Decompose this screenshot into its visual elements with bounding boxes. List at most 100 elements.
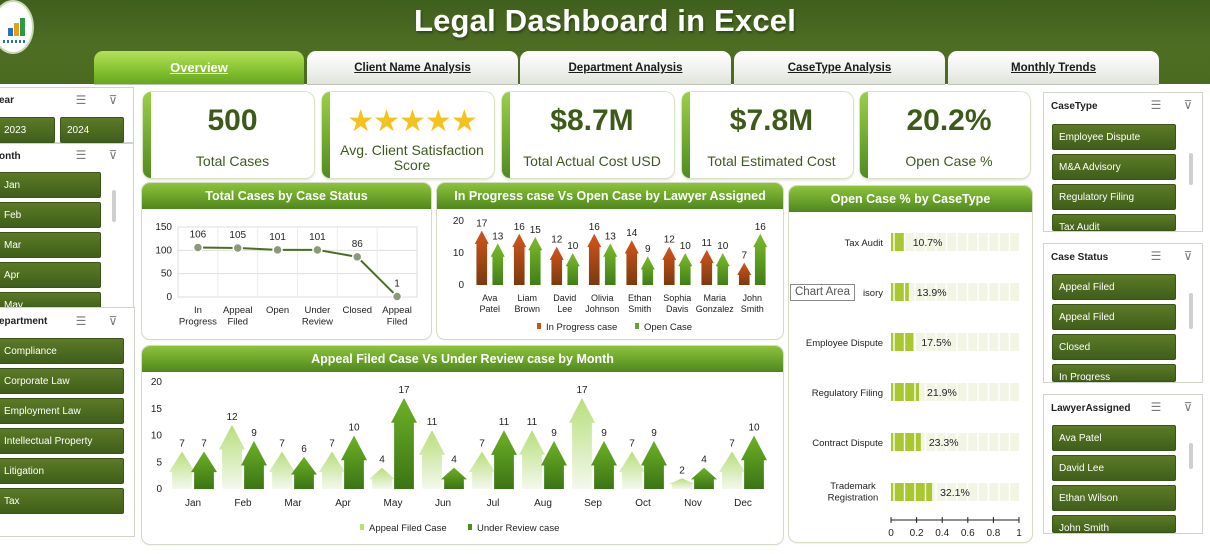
slicer-item-mar[interactable]: Mar xyxy=(0,232,101,258)
chart-inprogress-vs-open-by-lawyer[interactable]: In Progress case Vs Open Case by Lawyer … xyxy=(437,183,783,339)
y-tick-label: 20 xyxy=(453,216,465,227)
bar-in-progress xyxy=(549,246,564,285)
slicer-item-ma-advisory[interactable]: M&A Advisory xyxy=(1052,154,1176,180)
slicer-item-apr[interactable]: Apr xyxy=(0,262,101,288)
slicer-item-ava-patel[interactable]: Ava Patel xyxy=(1052,425,1176,451)
data-label: 6 xyxy=(301,444,307,455)
slicer-item-appeal-filed-2[interactable]: Appeal Filed xyxy=(1052,304,1176,330)
kpi-open-case-percent: 20.2% Open Case % xyxy=(860,92,1030,178)
data-label: 9 xyxy=(551,428,557,439)
tab-casetype-analysis[interactable]: CaseType Analysis xyxy=(734,51,945,85)
bar-under-review xyxy=(591,440,617,489)
multi-select-icon[interactable]: ☰ xyxy=(75,93,87,107)
clear-filter-icon[interactable]: ⊽ xyxy=(108,148,118,162)
bar-track xyxy=(891,433,1019,451)
slicer-item-litigation[interactable]: Litigation xyxy=(0,458,124,484)
chart-open-case-by-casetype[interactable]: Open Case % by CaseType 10.7% Tax Audit 13… xyxy=(789,186,1032,542)
slicer-item-employment-law[interactable]: Employment Law xyxy=(0,398,124,424)
data-label: 4 xyxy=(701,455,707,466)
series-line xyxy=(197,246,398,298)
slicer-item-ethan-wilson[interactable]: Ethan Wilson xyxy=(1052,485,1176,511)
casetype-scrollbar[interactable] xyxy=(1189,153,1193,185)
slicer-item-john-smith[interactable]: John Smith xyxy=(1052,515,1176,533)
slicer-item-intellectual-property[interactable]: Intellectual Property xyxy=(0,428,124,454)
slicer-item-corporate-law[interactable]: Corporate Law xyxy=(0,368,124,394)
bar-under-review xyxy=(241,440,267,489)
slicer-item-compliance[interactable]: Compliance xyxy=(0,338,124,364)
multi-select-icon[interactable]: ☰ xyxy=(75,148,87,162)
data-point xyxy=(312,244,323,256)
bar-under-review xyxy=(541,440,567,489)
bar-open-case xyxy=(490,243,505,285)
data-label: 16 xyxy=(589,222,601,233)
y-tick-label: 50 xyxy=(161,269,173,280)
lawyer-slicer: LawyerAssigned ☰ ⊽ Ava Patel David Lee E… xyxy=(1043,394,1203,534)
x-tick-label: Feb xyxy=(234,498,252,509)
slicer-item-feb[interactable]: Feb xyxy=(0,202,101,228)
tab-overview[interactable]: Overview xyxy=(94,51,304,85)
bar-open-case xyxy=(640,256,655,285)
bar-appeal-filed xyxy=(169,451,195,489)
slicer-item-tax-audit[interactable]: Tax Audit xyxy=(1052,214,1176,231)
chart-total-cases-by-status[interactable]: Total Cases by Case Status 0 50 100 150 106 I… xyxy=(142,183,431,339)
slicer-item-regulatory-filing[interactable]: Regulatory Filing xyxy=(1052,184,1176,210)
casetype-slicer: CaseType ☰ ⊽ Employee Dispute M&A Adviso… xyxy=(1043,92,1203,232)
multi-select-icon[interactable]: ☰ xyxy=(1150,249,1162,263)
casetype-chart-canvas: 10.7% Tax Audit 13.9% isory 17.5% Employee Di… xyxy=(806,233,1022,539)
bar-open-case-pct xyxy=(891,433,921,451)
bar-open-case xyxy=(565,253,580,285)
chart-title: Total Cases by Case Status xyxy=(142,183,431,209)
data-label: 11 xyxy=(702,238,713,249)
clear-filter-icon[interactable]: ⊽ xyxy=(108,314,118,328)
y-tick-label: Trademark Registration xyxy=(828,481,879,504)
legend-swatch-open-case xyxy=(635,323,639,329)
kpi-client-satisfaction: ★★★★★ Avg. Client Satisfaction Score xyxy=(322,92,494,178)
slicer-item-david-lee[interactable]: David Lee xyxy=(1052,455,1176,481)
slicer-item-tax[interactable]: Tax xyxy=(0,488,124,514)
clear-filter-icon[interactable]: ⊽ xyxy=(1183,249,1193,263)
slicer-item-2023[interactable]: 2023 xyxy=(0,117,55,143)
slicer-item-jan[interactable]: Jan xyxy=(0,172,101,198)
case-status-scrollbar[interactable] xyxy=(1189,293,1193,329)
slicer-item-in-progress[interactable]: In Progress xyxy=(1052,364,1176,382)
multi-select-icon[interactable]: ☰ xyxy=(1150,400,1162,414)
slicer-item-2024[interactable]: 2024 xyxy=(60,117,124,143)
data-point xyxy=(232,242,243,254)
month-scrollbar[interactable] xyxy=(112,190,116,222)
bar-under-review xyxy=(291,456,317,489)
x-tick-label: Aug xyxy=(534,498,552,509)
data-label: 101 xyxy=(269,232,286,243)
bar-appeal-filed xyxy=(419,430,445,489)
clear-filter-icon[interactable]: ⊽ xyxy=(108,93,118,107)
lawyer-scrollbar[interactable] xyxy=(1189,443,1193,469)
x-tick-label: Under Review xyxy=(302,305,333,328)
tab-department-analysis[interactable]: Department Analysis xyxy=(520,51,731,85)
chart-appeal-vs-review-by-month[interactable]: Appeal Filed Case Vs Under Review case b… xyxy=(142,346,783,544)
data-label: 11 xyxy=(499,417,510,428)
bar-under-review xyxy=(641,440,667,489)
bar-track xyxy=(891,383,1019,401)
tab-monthly-trends[interactable]: Monthly Trends xyxy=(948,51,1159,85)
multi-select-icon[interactable]: ☰ xyxy=(75,314,87,328)
bar-appeal-filed xyxy=(319,451,345,489)
slicer-item-closed[interactable]: Closed xyxy=(1052,334,1176,360)
clear-filter-icon[interactable]: ⊽ xyxy=(1183,400,1193,414)
slicer-item-employee-dispute[interactable]: Employee Dispute xyxy=(1052,124,1176,150)
tab-client-name-analysis[interactable]: Client Name Analysis xyxy=(307,51,518,85)
multi-select-icon[interactable]: ☰ xyxy=(1150,98,1162,112)
legend-swatch-in-progress xyxy=(537,323,541,329)
x-tick-label: Appeal Filed xyxy=(382,305,412,328)
line-chart-canvas: 0 50 100 150 106 In Progress 105 Appeal Filed 101 O… xyxy=(155,222,418,328)
legend-label: Under Review case xyxy=(477,523,559,534)
data-point xyxy=(272,244,283,256)
y-tick-label: Regulatory Filing xyxy=(812,388,883,399)
month-slicer-title: onth xyxy=(0,151,21,162)
data-label: 105 xyxy=(229,230,246,241)
card-accent xyxy=(682,92,690,178)
clear-filter-icon[interactable]: ⊽ xyxy=(1183,98,1193,112)
data-label: 9 xyxy=(645,244,651,255)
card-accent xyxy=(322,92,330,178)
data-point xyxy=(352,251,363,263)
slicer-item-appeal-filed[interactable]: Appeal Filed xyxy=(1052,274,1176,300)
y-tick-label: Employee Dispute xyxy=(806,338,883,349)
